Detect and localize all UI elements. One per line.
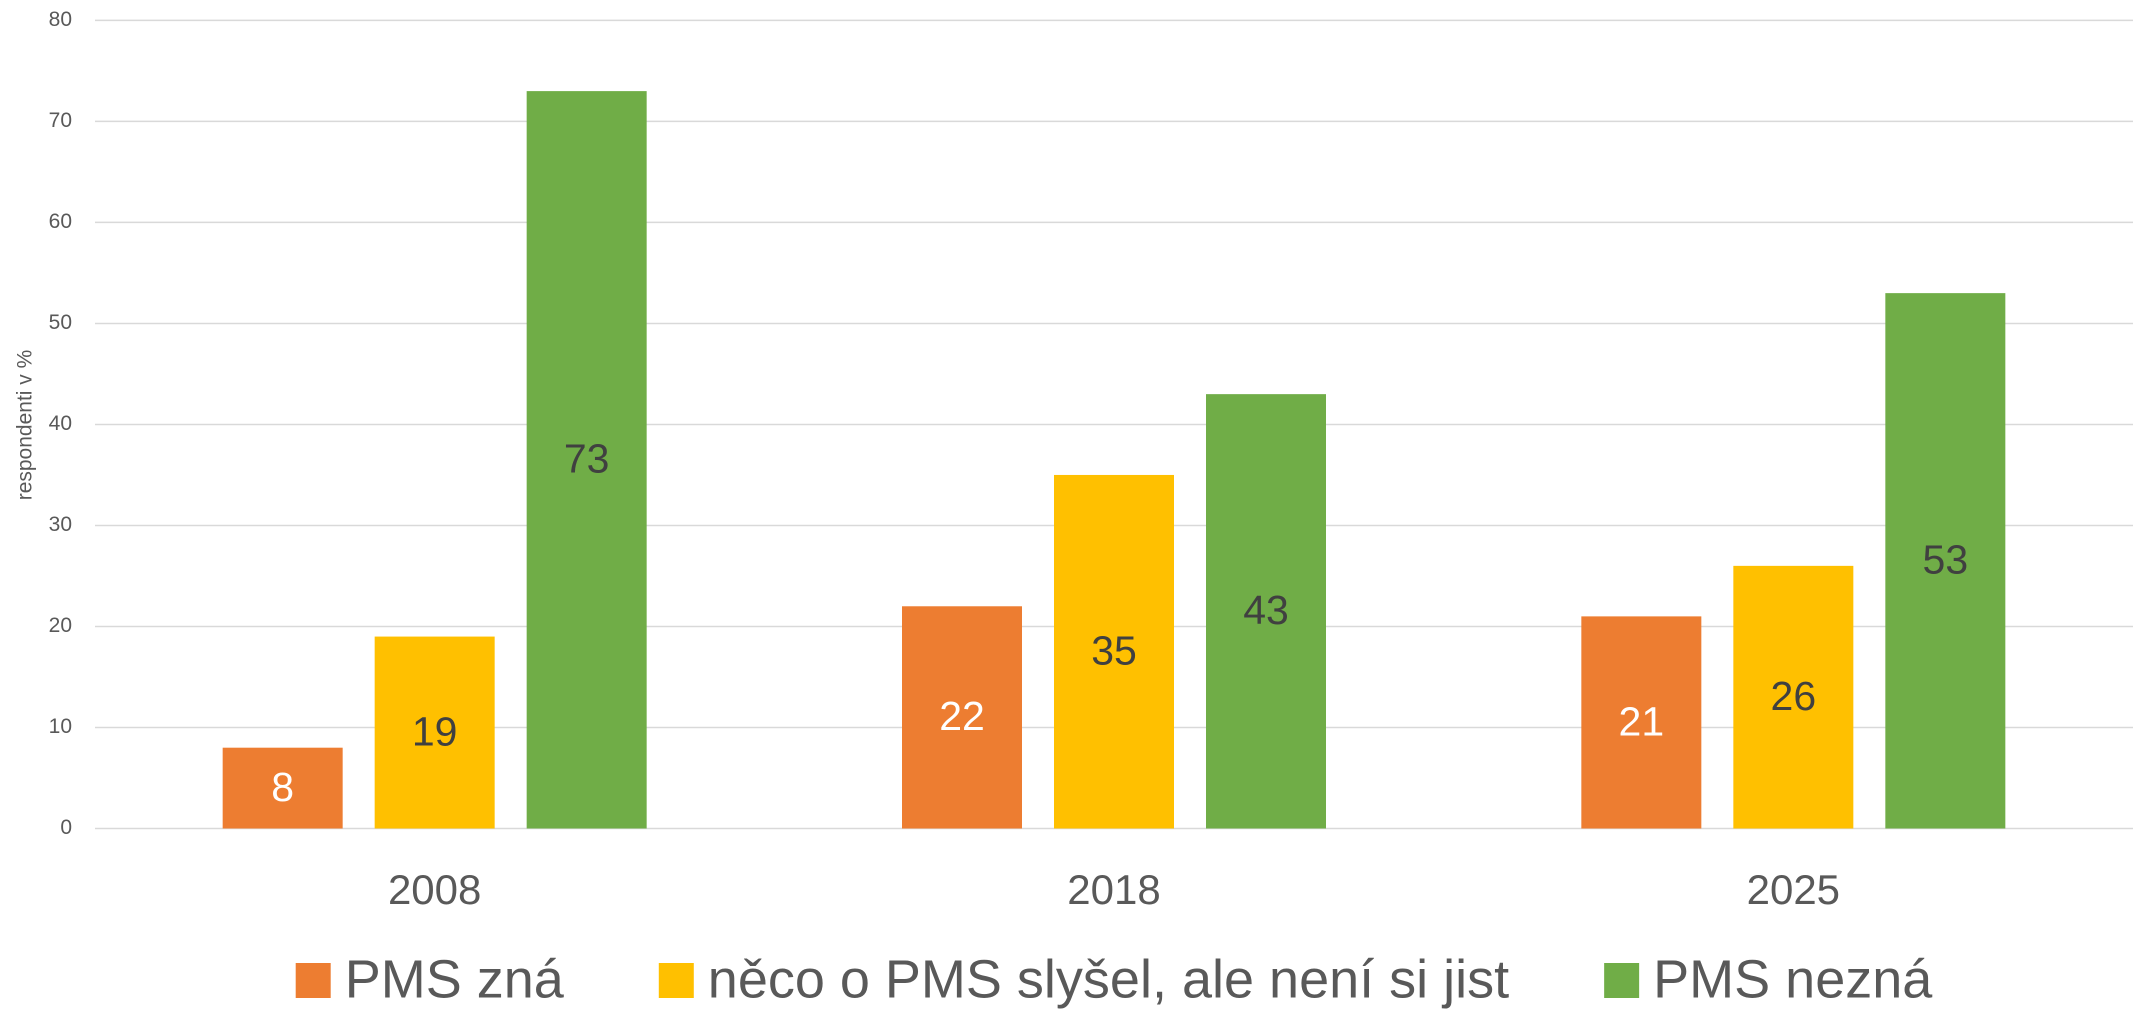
- legend-label: PMS zná: [345, 949, 565, 1009]
- data-label: 8: [271, 764, 294, 810]
- bar: [1206, 394, 1326, 829]
- y-tick-label: 60: [49, 210, 72, 233]
- y-tick-label: 0: [60, 816, 72, 839]
- y-tick-label: 50: [49, 311, 72, 334]
- legend-swatch: [1604, 963, 1640, 998]
- y-axis-title: respondenti v %: [14, 350, 37, 501]
- legend-swatch: [295, 963, 331, 998]
- y-tick-label: 10: [49, 715, 72, 738]
- bar: [902, 606, 1022, 829]
- bar: [1885, 293, 2006, 829]
- data-label: 53: [1923, 537, 1969, 583]
- data-label: 22: [939, 693, 985, 739]
- bar: [1733, 565, 1854, 829]
- y-tick-label: 40: [49, 412, 72, 435]
- data-label: 26: [1771, 673, 1817, 719]
- data-label: 43: [1243, 587, 1289, 633]
- legend-swatch: [658, 963, 694, 998]
- bar: [222, 747, 343, 829]
- y-tick-label: 30: [49, 513, 72, 536]
- y-tick-label: 20: [49, 614, 72, 637]
- x-tick-label: 2008: [388, 866, 481, 913]
- bar: [1581, 616, 1702, 829]
- bar: [374, 636, 495, 829]
- data-label: 35: [1091, 628, 1137, 674]
- legend-label: PMS nezná: [1653, 949, 1933, 1009]
- data-label: 21: [1619, 698, 1665, 744]
- data-label: 19: [412, 708, 458, 754]
- bar: [1054, 474, 1174, 829]
- x-tick-label: 2018: [1067, 866, 1160, 913]
- y-tick-label: 80: [49, 8, 72, 31]
- x-tick-label: 2025: [1747, 866, 1840, 913]
- bar: [526, 91, 647, 829]
- y-tick-label: 70: [49, 109, 72, 132]
- data-label: 73: [564, 436, 610, 482]
- legend-label: něco o PMS slyšel, ale není si jist: [708, 949, 1509, 1009]
